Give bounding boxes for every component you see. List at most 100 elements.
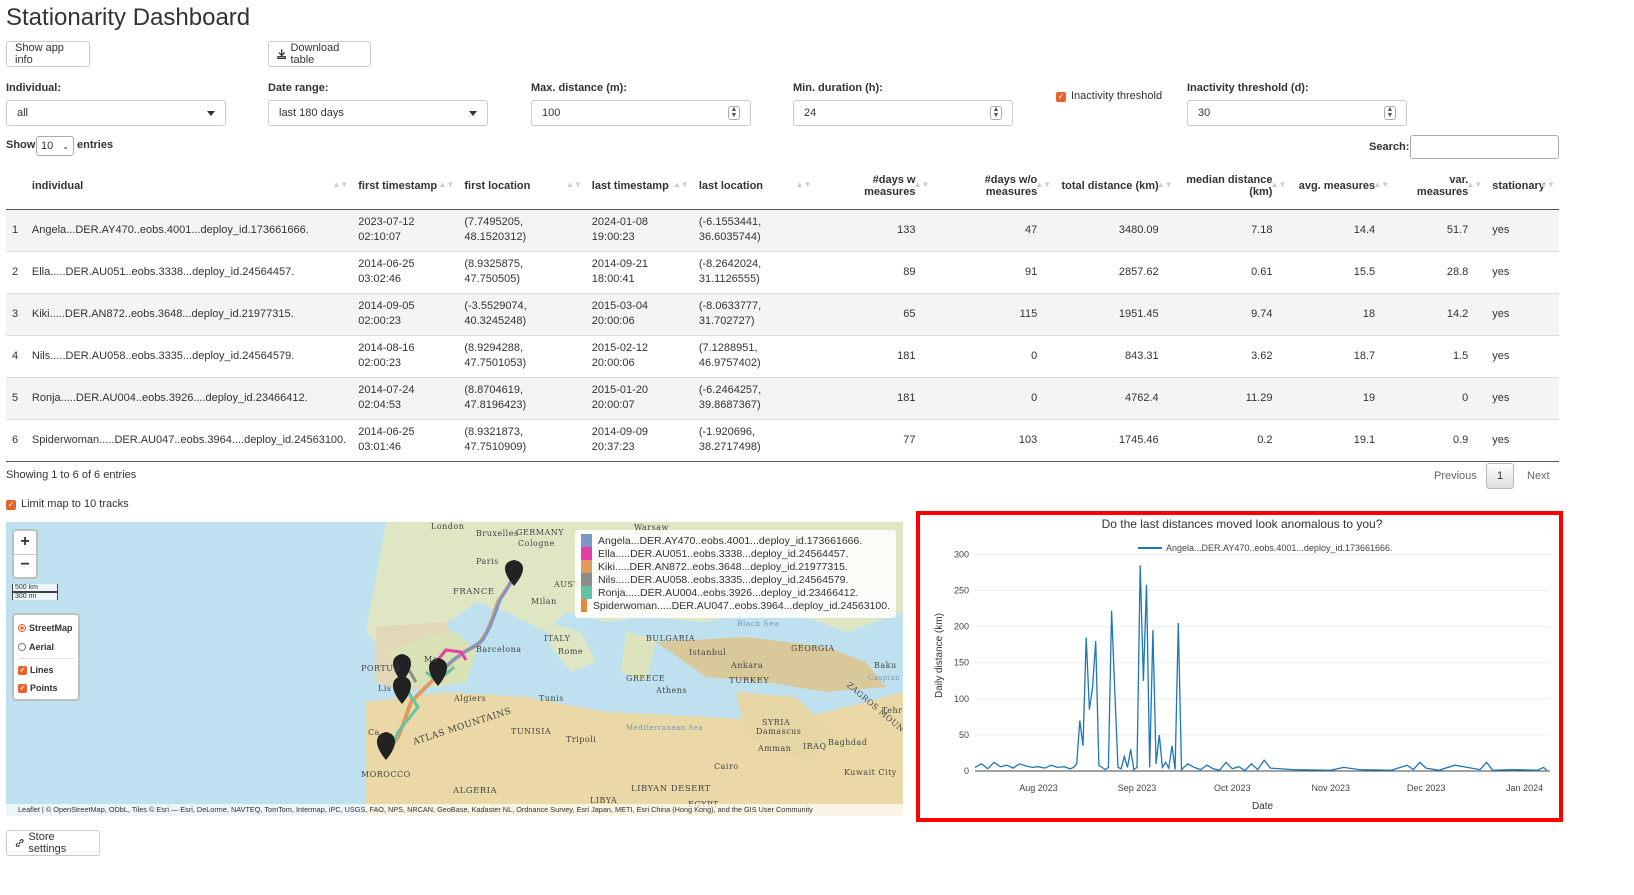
table-cell-last-loc: (-8.0633777, 31.702727) xyxy=(692,292,816,335)
min-duration-value: 24 xyxy=(804,107,817,119)
table-cell-median: 7.18 xyxy=(1176,208,1291,251)
map-marker-icon[interactable] xyxy=(393,676,411,704)
column-header-label: last location xyxy=(698,179,764,192)
table-cell-total: 1745.46 xyxy=(1055,418,1177,462)
table-row[interactable]: 2 Ella.....DER.AU051..eobs.3338...deploy_… xyxy=(6,250,1559,293)
legend-label: Angela...DER.AY470..eobs.4001...deploy_i… xyxy=(598,534,863,547)
column-header-last-location[interactable]: last location ▲▼ xyxy=(692,163,816,210)
individual-select[interactable]: all xyxy=(6,100,226,126)
inactivity-days-input[interactable]: 30 ▲ ▼ xyxy=(1187,100,1407,126)
layer-aerial[interactable]: Aerial xyxy=(18,637,74,656)
zoom-out-button[interactable]: − xyxy=(20,556,30,573)
column-header-label: total distance (km) xyxy=(1061,179,1159,192)
radio-icon xyxy=(18,642,26,651)
download-icon xyxy=(277,49,287,59)
column-header-days-with-measures[interactable]: #days w measures ▲▼ xyxy=(815,163,934,210)
x-tick-label: Jan 2024 xyxy=(1506,783,1543,793)
column-header-individual[interactable]: individual ▲▼ xyxy=(25,163,353,210)
inactivity-threshold-toggle-label: Inactivity threshold xyxy=(1071,90,1163,102)
next-page-button[interactable]: Next xyxy=(1527,470,1550,482)
checkbox-checked-icon: ✓ xyxy=(18,683,27,693)
table-row[interactable]: 4 Nils.....DER.AU058..eobs.3335...deploy_… xyxy=(6,334,1559,377)
table-cell-individual: Angela...DER.AY470..eobs.4001...deploy_i… xyxy=(25,208,353,251)
layer-points[interactable]: ✓ Points xyxy=(18,679,74,697)
map-place-label: TUNISIA xyxy=(511,727,552,736)
checkbox-checked-icon: ✓ xyxy=(18,665,27,675)
map-marker-icon[interactable] xyxy=(429,658,447,686)
sort-icon: ▲▼ xyxy=(795,180,812,189)
map-markers xyxy=(377,560,523,760)
table-cell-total: 843.31 xyxy=(1055,334,1177,377)
table-cell-median: 0.2 xyxy=(1176,418,1291,462)
column-header-var-measures[interactable]: var. measures ▲▼ xyxy=(1393,163,1487,210)
column-header-first-location[interactable]: first location ▲▼ xyxy=(458,163,586,210)
daily-distance-chart[interactable]: Do the last distances moved look anomalo… xyxy=(920,515,1559,818)
inactivity-threshold-checkbox[interactable]: ✓ xyxy=(1056,92,1066,102)
map-place-label: ALGERIA xyxy=(453,786,498,796)
legend-swatch xyxy=(581,586,592,599)
column-header-avg-measures[interactable]: avg. measures ▲▼ xyxy=(1290,163,1394,210)
date-range-select[interactable]: last 180 days xyxy=(268,100,488,126)
map-place-label: Rome xyxy=(558,647,584,656)
search-input[interactable] xyxy=(1410,135,1559,159)
zoom-in-button[interactable]: + xyxy=(14,531,36,555)
table-row[interactable]: 1 Angela...DER.AY470..eobs.4001...deploy_… xyxy=(6,208,1559,251)
table-row[interactable]: 6 Spiderwoman.....DER.AU047..eobs.3964...… xyxy=(6,418,1559,462)
column-header-label: #days w/o measures xyxy=(984,173,1038,198)
column-header-days-without-measures[interactable]: #days w/o measures ▲▼ xyxy=(933,163,1056,210)
map-place-label: MOROCCO xyxy=(361,770,411,779)
entries-select[interactable]: 10 ⌄ xyxy=(36,136,74,156)
column-header-stationary[interactable]: stationary ▲▼ xyxy=(1486,163,1559,210)
sort-icon: ▲▼ xyxy=(332,180,349,189)
min-duration-input[interactable]: 24 ▲ ▼ xyxy=(793,100,1013,126)
map-marker-icon[interactable] xyxy=(393,654,411,682)
show-app-info-button[interactable]: Show app info xyxy=(6,41,90,67)
page-1-button[interactable]: 1 xyxy=(1486,463,1514,489)
y-axis-title: Daily distance (km) xyxy=(934,613,945,698)
column-header-first-timestamp[interactable]: first timestamp ▲▼ xyxy=(352,163,459,210)
date-range-value: last 180 days xyxy=(279,107,344,119)
download-table-button[interactable]: Download table xyxy=(268,41,371,67)
map-marker-icon[interactable] xyxy=(377,732,395,760)
sort-icon: ▲▼ xyxy=(438,180,455,189)
table-cell-days-w: 133 xyxy=(815,208,934,251)
table-cell-individual: Spiderwoman.....DER.AU047..eobs.3964....… xyxy=(25,418,353,462)
column-header-total-distance[interactable]: total distance (km) ▲▼ xyxy=(1055,163,1177,210)
stepper-icon[interactable]: ▲ ▼ xyxy=(1384,106,1396,120)
map-panel[interactable]: London Bruxelles GERMANY Cologne Paris FRANCE… xyxy=(6,522,903,816)
max-distance-input[interactable]: 100 ▲ ▼ xyxy=(531,100,751,126)
table-cell-first-loc: (8.8704619, 47.8196423) xyxy=(458,376,586,419)
sort-icon: ▲▼ xyxy=(1539,180,1555,189)
entries-value: 10 xyxy=(41,140,54,152)
stepper-icon[interactable]: ▲ ▼ xyxy=(728,106,740,120)
limit-map-checkbox[interactable]: ✓ xyxy=(6,500,16,510)
individual-value: all xyxy=(17,107,29,119)
map-place-label: London xyxy=(431,522,465,531)
sort-icon: ▲▼ xyxy=(1270,180,1287,189)
y-tick-label: 150 xyxy=(954,658,969,668)
layer-lines[interactable]: ✓ Lines xyxy=(18,661,74,679)
previous-page-button[interactable]: Previous xyxy=(1434,470,1477,482)
column-header-median-distance[interactable]: median distance (km) ▲▼ xyxy=(1176,163,1291,210)
max-distance-label: Max. distance (m): xyxy=(531,82,627,94)
legend-swatch xyxy=(581,560,592,573)
stepper-icon[interactable]: ▲ ▼ xyxy=(990,106,1002,120)
table-cell-last-loc: (-6.1553441, 36.6035744) xyxy=(692,208,816,251)
table-cell-days-w: 181 xyxy=(815,376,934,419)
column-header-last-timestamp[interactable]: last timestamp ▲▼ xyxy=(585,163,693,210)
table-row[interactable]: 5 Ronja.....DER.AU004..eobs.3926....deplo… xyxy=(6,376,1559,419)
chart-title: Do the last distances moved look anomalo… xyxy=(1102,517,1383,531)
legend-swatch xyxy=(581,534,592,547)
table-cell-var: 0.9 xyxy=(1393,418,1487,462)
table-cell-median: 9.74 xyxy=(1176,292,1291,335)
table-cell-first-ts: 2014-06-25 03:01:46 xyxy=(352,418,459,462)
map-marker-icon[interactable] xyxy=(505,560,523,586)
table-cell-last-ts: 2015-03-04 20:00:06 xyxy=(585,292,693,335)
map-place-label: Barcelona xyxy=(476,645,522,654)
layer-streetmap[interactable]: StreetMap xyxy=(18,618,74,637)
map-place-label: Black Sea xyxy=(737,619,780,628)
table-row[interactable]: 3 Kiki.....DER.AN872..eobs.3648...deploy_… xyxy=(6,292,1559,335)
store-settings-button[interactable]: Store settings xyxy=(6,830,100,856)
legend-swatch xyxy=(581,547,592,560)
series-line[interactable] xyxy=(974,565,1548,772)
